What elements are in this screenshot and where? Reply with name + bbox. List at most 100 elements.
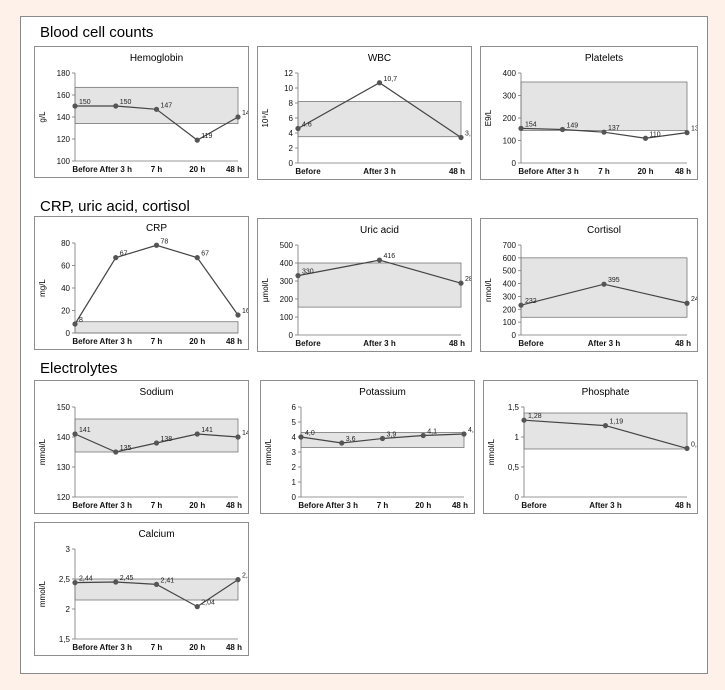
x-tick-label-after-3-h: After 3 h (100, 337, 133, 346)
x-tick-label-after-3-h: After 3 h (326, 501, 359, 510)
y-tick-label: 0 (292, 493, 297, 502)
data-point (295, 125, 301, 132)
y-tick-label: 200 (503, 114, 517, 123)
y-tick-label: 400 (280, 259, 294, 268)
reference-range-band (523, 412, 688, 450)
data-label: 67 (201, 251, 209, 258)
y-tick-label: 5 (292, 418, 297, 427)
chart-calcium: Calcium 1,5 2 2,5 3 mmol/L Before After 3 h 7 h 2… (38, 529, 248, 652)
x-tick-label-20-h: 20 h (189, 337, 205, 346)
data-label: 150 (79, 99, 91, 106)
y-tick-label: 300 (280, 277, 294, 286)
data-point (420, 432, 426, 439)
data-label: 3,9 (387, 432, 397, 439)
chart-platelets: Platelets 0 100 200 300 400 E9/L Before After 3 … (484, 53, 697, 176)
chart-wbc: WBC 0 2 4 6 8 10 12 10⁹/L Before After 3 h 48 h 4.6 1… (261, 53, 471, 176)
data-label: 3,6 (346, 436, 356, 443)
data-label: 232 (525, 298, 537, 305)
y-tick-label: 150 (57, 403, 71, 412)
x-tick-label-7-h: 7 h (598, 167, 610, 176)
data-label: 140 (242, 430, 248, 437)
x-tick-label-7-h: 7 h (151, 165, 163, 174)
series-line (74, 244, 239, 325)
data-point (153, 242, 160, 248)
chart-title-uric-acid: Uric acid (360, 225, 399, 236)
data-point (194, 431, 200, 437)
data-point (458, 134, 464, 141)
x-tick-label-7-h: 7 h (151, 643, 163, 652)
x-tick-label-48-h: 48 h (449, 339, 465, 348)
chart-crp: CRP 0 20 40 60 80 mg/L Before After 3 h 7 h 20 h 48… (38, 223, 248, 346)
data-label: 2,44 (79, 576, 93, 583)
y-tick-label: 0 (515, 493, 520, 502)
data-point (194, 137, 200, 143)
data-point (684, 445, 690, 451)
data-point (295, 273, 301, 279)
data-label: 67 (120, 251, 128, 258)
x-tick-label-7-h: 7 h (377, 501, 389, 510)
data-point (113, 449, 119, 455)
chart-panel-wbc: WBC 0 2 4 6 8 10 12 10⁹/L Before After 3 h 48 h 4.6 1… (257, 46, 472, 180)
x-tick-label-before: Before (518, 339, 544, 348)
chart-title-cortisol: Cortisol (587, 225, 621, 236)
data-point (518, 302, 524, 308)
y-tick-label: 180 (57, 69, 71, 78)
y-tick-label: 20 (61, 307, 70, 316)
data-point (72, 580, 78, 586)
y-tick-label: 60 (61, 262, 70, 271)
data-point (72, 321, 78, 327)
y-tick-label: 2 (66, 605, 71, 614)
x-tick-label-before: Before (518, 167, 544, 176)
chart-title-phosphate: Phosphate (582, 387, 630, 398)
y-tick-label: 3 (66, 545, 71, 554)
y-tick-label: 500 (503, 267, 517, 276)
y-tick-label: 140 (57, 113, 71, 122)
x-tick-label-after-3-h: After 3 h (100, 501, 133, 510)
data-point (458, 280, 464, 286)
y-tick-label: 0,5 (508, 463, 520, 472)
data-label: 0,81 (691, 441, 697, 448)
y-tick-label: 40 (61, 284, 70, 293)
x-tick-label-after-3-h: After 3 h (546, 167, 579, 176)
x-tick-label-48-h: 48 h (226, 643, 242, 652)
y-tick-label: 600 (503, 254, 517, 263)
y-tick-label: 400 (503, 69, 517, 78)
y-tick-label: 160 (57, 91, 71, 100)
data-point (113, 103, 119, 109)
y-tick-label: 6 (289, 114, 294, 123)
x-tick-label-20-h: 20 h (189, 165, 205, 174)
data-label: 395 (608, 277, 620, 284)
x-tick-label-48-h: 48 h (675, 167, 691, 176)
section-title-crp-uric-cortisol: CRP, uric acid, cortisol (40, 198, 190, 215)
data-point (298, 434, 304, 440)
reference-range-band (297, 262, 462, 308)
y-tick-label: 120 (57, 135, 71, 144)
y-axis-label: 10⁹/L (261, 108, 270, 128)
x-tick-label-20-h: 20 h (415, 501, 431, 510)
x-tick-label-7-h: 7 h (151, 337, 163, 346)
data-point (642, 135, 649, 141)
x-tick-label-before: Before (72, 501, 98, 510)
data-point (461, 431, 467, 437)
data-label: 4,0 (305, 430, 315, 437)
data-label: 4,2 (468, 427, 474, 434)
data-label: 8 (79, 317, 83, 324)
data-label: 149 (567, 122, 579, 129)
y-tick-label: 1 (515, 433, 520, 442)
y-tick-label: 80 (61, 239, 70, 248)
y-tick-label: 0 (289, 331, 294, 340)
data-point (376, 80, 383, 86)
x-tick-label-48-h: 48 h (452, 501, 468, 510)
data-label: 2,04 (201, 600, 215, 607)
data-label: 1,19 (610, 419, 624, 426)
chart-title-sodium: Sodium (140, 387, 174, 398)
y-tick-label: 4 (289, 129, 294, 138)
x-tick-label-48-h: 48 h (226, 337, 242, 346)
x-tick-label-20-h: 20 h (637, 167, 653, 176)
chart-title-hemoglobin: Hemoglobin (130, 53, 183, 64)
y-tick-label: 10 (284, 84, 293, 93)
section-title-blood-cell-counts: Blood cell counts (40, 24, 154, 41)
y-tick-label: 300 (503, 292, 517, 301)
data-label: 154 (525, 121, 537, 128)
data-label: 416 (384, 253, 396, 260)
